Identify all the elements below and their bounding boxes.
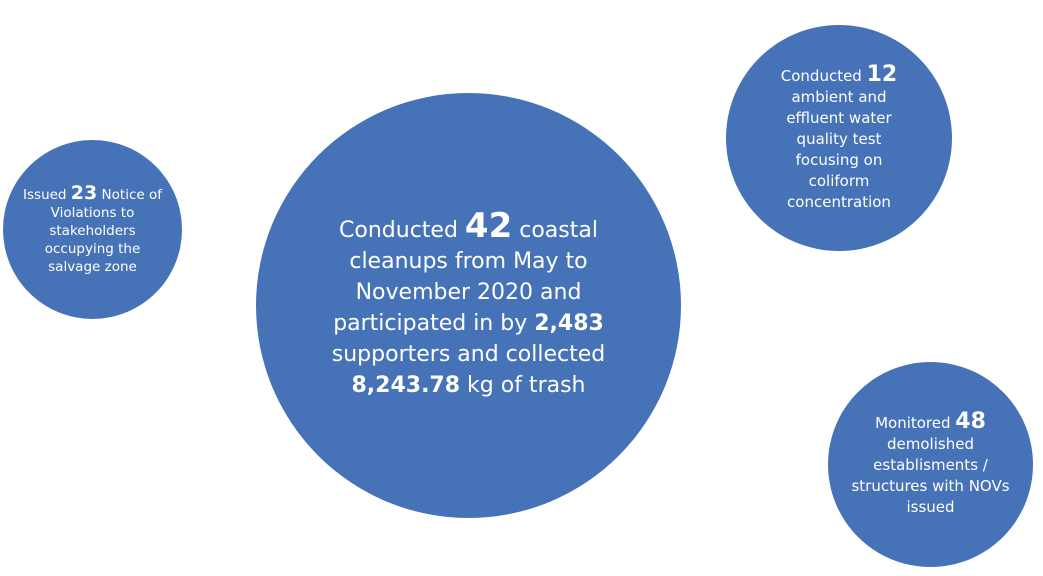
stat-number: 12 (866, 61, 898, 87)
stat-number: 23 (70, 181, 98, 204)
bubble-text: Monitored 48 demolished establisments / … (850, 411, 1011, 518)
bubble-water-quality-tests: Conducted 12 ambient and effluent water … (726, 25, 952, 251)
stat-number-supporters: 2,483 (534, 310, 604, 336)
bubble-text-mid: coastal cleanups from May to November 20… (333, 217, 598, 336)
bubble-text-post: ambient and effluent water quality test … (786, 87, 892, 211)
bubble-text-pre: Issued (23, 186, 71, 203)
bubble-text-mid: supporters and collected (331, 341, 606, 367)
bubble-text-post: kg of trash (460, 372, 586, 398)
stat-number-cleanups: 42 (464, 205, 513, 246)
stat-number: 48 (955, 409, 986, 434)
bubble-text: Conducted 42 coastal cleanups from May t… (306, 209, 631, 401)
bubble-text: Issued 23 Notice of Violations to stakeh… (17, 181, 168, 276)
bubble-text-post: Notice of Violations to stakeholders occ… (44, 186, 162, 275)
bubble-demolished-establishments: Monitored 48 demolished establisments / … (828, 362, 1033, 567)
bubble-coastal-cleanups: Conducted 42 coastal cleanups from May t… (256, 93, 681, 518)
bubble-text: Conducted 12 ambient and effluent water … (766, 61, 912, 213)
stat-number-trash-kg: 8,243.78 (351, 372, 461, 398)
bubble-text-pre: Conducted (780, 66, 867, 85)
bubble-text-post: demolished establisments / structures wi… (851, 435, 1010, 516)
bubble-notice-of-violations: Issued 23 Notice of Violations to stakeh… (3, 140, 182, 319)
bubble-text-pre: Conducted (339, 217, 465, 243)
bubble-text-pre: Monitored (875, 414, 956, 432)
